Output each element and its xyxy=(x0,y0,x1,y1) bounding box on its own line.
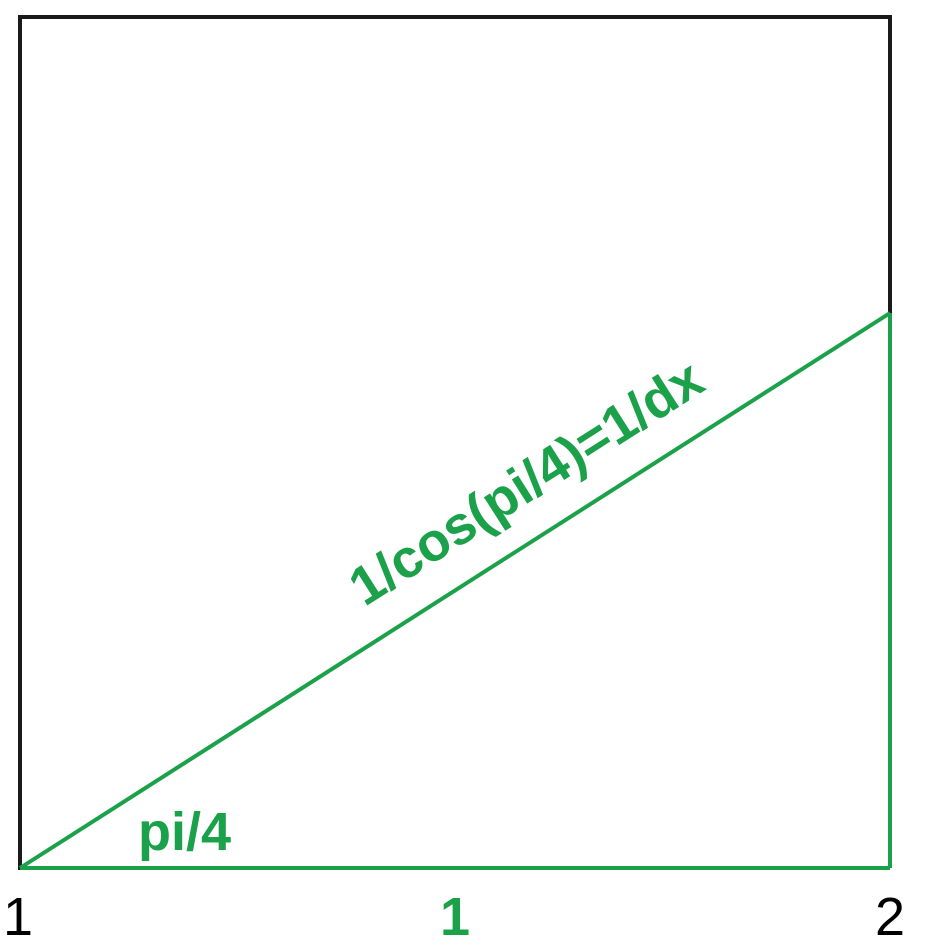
triangle-hypotenuse xyxy=(18,311,892,870)
hypotenuse-label: 1/cos(pi/4)=1/dx xyxy=(339,348,714,617)
frame-square xyxy=(18,15,892,870)
angle-label: pi/4 xyxy=(138,802,231,862)
right-tick-label: 2 xyxy=(875,887,905,947)
base-length-label: 1 xyxy=(440,887,470,947)
left-tick-label: 1 xyxy=(3,887,33,947)
